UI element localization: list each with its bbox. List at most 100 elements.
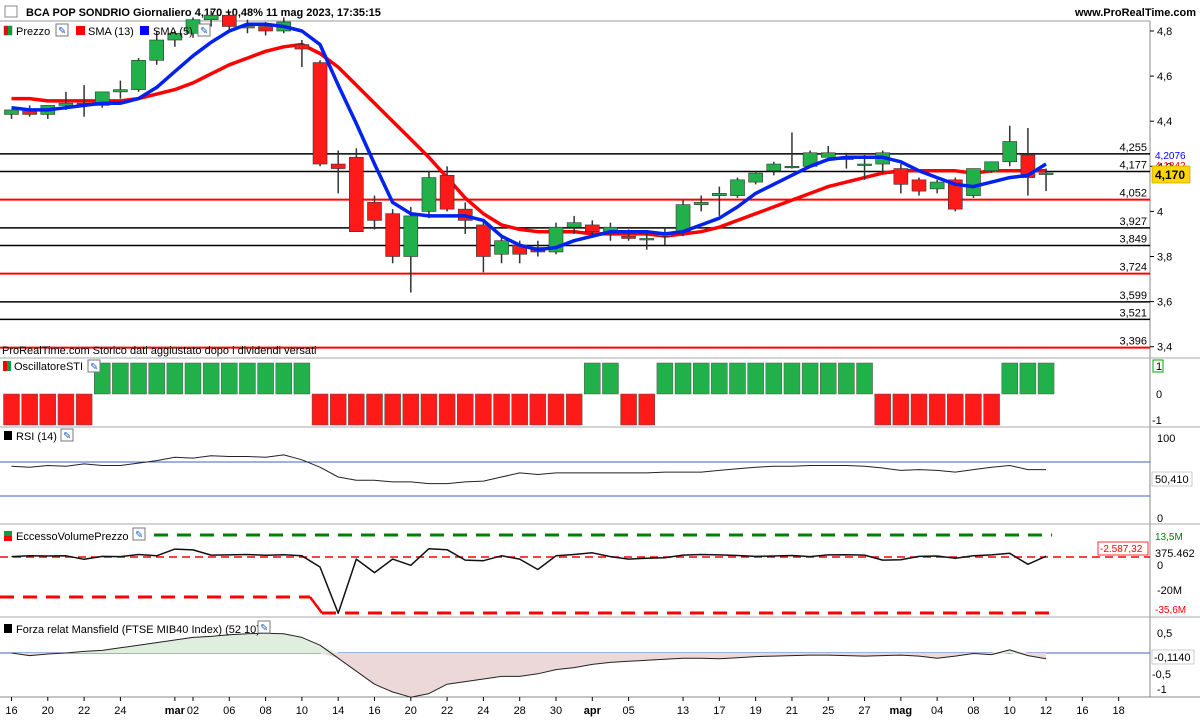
sti-settings-icon[interactable] — [87, 359, 101, 373]
sti-bar-55 — [1001, 362, 1018, 395]
mf-tick-05: 0,5 — [1157, 628, 1172, 640]
sti-bar-46 — [838, 362, 855, 395]
evp-tick-0: 0 — [1157, 560, 1163, 572]
sti-bar-28 — [511, 393, 528, 426]
sti-bar-32 — [584, 362, 601, 395]
candle-51 — [929, 179, 945, 194]
price-tick-6: 3,6 — [1157, 297, 1172, 309]
sti-bar-27 — [493, 393, 510, 426]
sti-bar-1 — [21, 393, 38, 426]
sti-bar-42 — [765, 362, 783, 395]
rsi-line — [11, 454, 1046, 485]
evp-neg-label: -2.587,32 — [1100, 544, 1143, 555]
sti-bar-13 — [239, 362, 256, 395]
level-label-4: 3,849 — [1119, 233, 1147, 245]
sma-settings-icon[interactable] — [197, 23, 211, 37]
sti-bar-11 — [202, 362, 220, 395]
level-label-0: 4,255 — [1119, 142, 1147, 154]
sti-bar-23 — [420, 393, 438, 426]
level-label-2: 4,052 — [1119, 188, 1147, 200]
candle-42 — [766, 161, 782, 176]
candle-41 — [748, 170, 763, 185]
sti-bar-2 — [39, 393, 57, 426]
price-tick-5: 3,8 — [1157, 252, 1172, 264]
sti-bar-26 — [475, 393, 492, 426]
sti-tick-1: 1 — [1156, 361, 1162, 373]
candle-31 — [566, 215, 582, 234]
mf-tick-neg1: -1 — [1157, 684, 1167, 696]
sti-bar-37 — [674, 362, 692, 395]
candle-57 — [1038, 168, 1054, 192]
x-tick-11: 20 — [405, 705, 417, 717]
sti-bar-38 — [692, 362, 710, 395]
x-tick-22: 25 — [822, 705, 834, 717]
instrument-icon[interactable] — [4, 5, 18, 18]
price-settings-icon[interactable] — [55, 23, 69, 37]
evp-settings-icon[interactable] — [132, 527, 146, 541]
candle-7 — [131, 58, 146, 92]
sti-bar-29 — [529, 393, 547, 426]
x-tick-19: 17 — [713, 705, 725, 717]
x-tick-29: 16 — [1076, 705, 1088, 717]
rsi-settings-icon[interactable] — [60, 428, 74, 442]
candle-18 — [330, 150, 346, 194]
current-price-label: 4,170 — [1155, 168, 1185, 182]
mf-tick-neg05: -0,5 — [1152, 669, 1171, 681]
x-tick-0: 16 — [5, 705, 17, 717]
price-legend: Prezzo ✎ SMA (13) SMA (5) ✎ — [3, 23, 211, 38]
evp-lower-band-link — [309, 596, 323, 614]
x-tick-5: 02 — [187, 705, 199, 717]
candle-6 — [113, 80, 128, 99]
x-tick-12: 22 — [441, 705, 453, 717]
sti-bar-47 — [856, 362, 873, 395]
sti-title: OscillatoreSTI — [14, 361, 83, 373]
x-tick-26: 08 — [967, 705, 979, 717]
sti-bar-18 — [329, 393, 347, 426]
x-tick-6: 06 — [223, 705, 235, 717]
x-tick-7: 08 — [259, 705, 271, 717]
candle-43 — [784, 132, 800, 169]
sti-bar-31 — [565, 393, 583, 426]
legend-sma5: SMA (5) — [153, 26, 193, 38]
sti-bar-19 — [348, 393, 365, 426]
candle-55 — [1002, 125, 1018, 167]
candle-53 — [966, 168, 981, 198]
sti-bar-41 — [747, 362, 764, 395]
sti-bar-7 — [130, 362, 147, 395]
evp-lower-label: -35,6M — [1155, 605, 1186, 616]
candle-27 — [494, 236, 509, 264]
sti-bar-36 — [656, 362, 674, 395]
candle-8 — [149, 31, 164, 65]
evp-value-label: 375.462 — [1155, 548, 1195, 560]
sti-bar-35 — [638, 393, 655, 426]
sti-bar-15 — [275, 362, 292, 395]
sti-bar-33 — [602, 362, 619, 395]
x-tick-14: 28 — [514, 705, 526, 717]
evp-title: EccessoVolumePrezzo — [16, 531, 129, 543]
candle-35 — [639, 231, 655, 250]
rsi-panel: RSI (14) ✎ 100 50,410 0 — [0, 428, 1193, 525]
legend-sma13: SMA (13) — [88, 26, 134, 38]
legend-price: Prezzo — [16, 26, 50, 38]
sti-tick-0: 0 — [1156, 389, 1162, 401]
sti-bar-6 — [112, 362, 129, 395]
mansfield-settings-icon[interactable] — [257, 620, 271, 634]
rsi-title: RSI (14) — [16, 431, 57, 443]
sti-bar-30 — [547, 393, 565, 426]
candle-47 — [857, 155, 872, 180]
x-tick-8: 10 — [296, 705, 308, 717]
x-tick-18: 13 — [677, 705, 689, 717]
x-tick-4: mar — [165, 705, 186, 717]
svg-text:✎: ✎ — [200, 26, 208, 37]
sti-bar-50 — [910, 393, 928, 426]
x-tick-17: 05 — [622, 705, 634, 717]
sti-bar-52 — [947, 393, 964, 426]
evp-panel: EccessoVolumePrezzo ✎ 13,5M -2.587,32 37… — [0, 527, 1195, 616]
x-tick-13: 24 — [477, 705, 489, 717]
candle-39 — [712, 186, 727, 216]
mansfield-line — [11, 632, 1047, 698]
svg-text:✎: ✎ — [260, 623, 268, 634]
candle-24 — [439, 166, 455, 212]
level-label-3: 3,927 — [1119, 216, 1147, 228]
